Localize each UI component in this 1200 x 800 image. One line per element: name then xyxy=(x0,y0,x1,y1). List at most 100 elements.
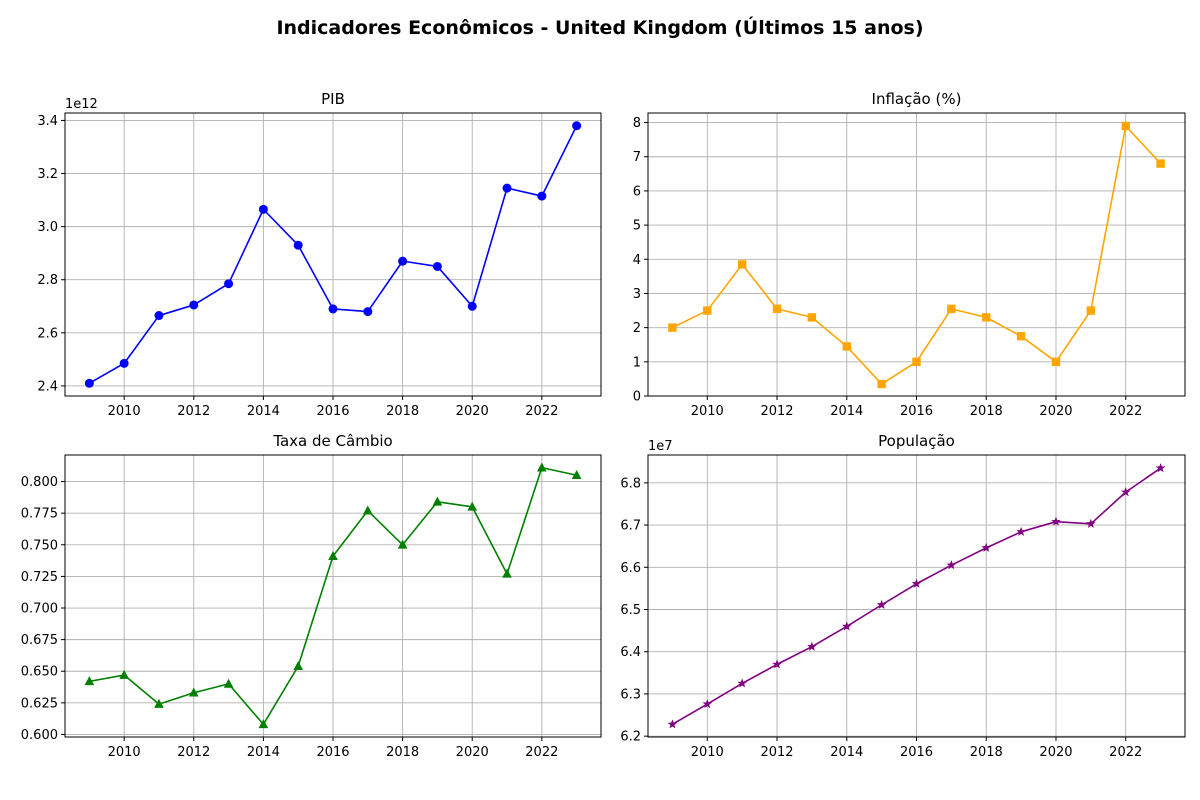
x-tick-label: 2020 xyxy=(456,745,489,760)
data-point xyxy=(946,560,957,570)
y-tick-label: 2 xyxy=(633,321,641,336)
data-point xyxy=(772,304,782,314)
data-point xyxy=(1051,516,1061,526)
data-point xyxy=(737,678,747,688)
data-point xyxy=(328,304,338,314)
data-point xyxy=(667,719,678,729)
data-point xyxy=(876,599,887,609)
data-point xyxy=(842,342,851,351)
data-point xyxy=(363,505,373,515)
data-point xyxy=(258,204,268,214)
y-tick-label: 1 xyxy=(633,355,641,370)
data-point xyxy=(432,496,443,506)
data-point xyxy=(807,641,817,651)
x-tick-label: 2020 xyxy=(1039,404,1072,419)
data-point xyxy=(737,260,747,269)
x-tick-label: 2022 xyxy=(525,404,558,419)
y-tick-label: 2.8 xyxy=(37,273,58,288)
data-point xyxy=(119,358,129,368)
y-tick-label: 6.6 xyxy=(620,561,641,576)
x-tick-label: 2020 xyxy=(456,404,489,419)
y-tick-label: 0.600 xyxy=(21,728,58,743)
data-point xyxy=(842,621,852,631)
data-point xyxy=(84,676,95,686)
data-point xyxy=(1016,331,1026,341)
data-point xyxy=(258,719,269,729)
panel-populacao: 2010 2012 2014 2016 2018 2020 2022 6.2 6.3 6.4 6.5… xyxy=(620,432,1186,760)
data-point xyxy=(154,698,164,708)
x-tick-label: 2010 xyxy=(691,745,724,760)
y-tick-label: 3.4 xyxy=(37,114,58,129)
x-tick-label: 2014 xyxy=(830,745,863,760)
data-point xyxy=(397,539,408,549)
y-tick-label: 3.0 xyxy=(37,220,58,235)
data-point xyxy=(668,323,677,332)
x-tick-label: 2010 xyxy=(691,404,724,419)
data-point xyxy=(293,240,303,250)
y-tick-label: 6.4 xyxy=(620,645,641,660)
x-tick-label: 2022 xyxy=(1109,404,1142,419)
y-tick-label: 2.4 xyxy=(37,379,58,394)
data-point xyxy=(328,550,338,560)
data-point xyxy=(911,578,922,588)
data-point xyxy=(981,542,991,552)
data-point xyxy=(1120,487,1131,497)
y-offset-label: 1e12 xyxy=(65,97,98,112)
data-point xyxy=(1016,526,1026,536)
data-point xyxy=(223,678,234,688)
x-tick-label: 2014 xyxy=(247,745,280,760)
x-tick-label: 2016 xyxy=(316,745,349,760)
data-point xyxy=(537,462,547,472)
x-tick-label: 2010 xyxy=(108,745,141,760)
data-point xyxy=(571,470,582,480)
data-point xyxy=(293,660,303,670)
data-point xyxy=(702,699,713,709)
data-point xyxy=(912,357,921,367)
data-point xyxy=(982,313,991,322)
data-point xyxy=(224,279,234,289)
x-tick-label: 2010 xyxy=(108,404,141,419)
data-point xyxy=(188,687,199,697)
y-tick-label: 2.6 xyxy=(37,326,58,341)
y-tick-label: 5 xyxy=(633,219,641,234)
data-point xyxy=(363,307,373,317)
y-tick-label: 6.7 xyxy=(620,519,641,534)
data-point xyxy=(84,378,94,388)
panel-taxa-de-cambio: 2010 2012 2014 2016 2018 2020 2022 0.600 0.625 0.… xyxy=(21,432,602,760)
panel-inflacao: 2010 2012 2014 2016 2018 2020 2022 0 1 2 3 4 5 6 7 8 Inf… xyxy=(633,90,1186,419)
y-tick-label: 0.650 xyxy=(21,665,58,680)
y-tick-label: 7 xyxy=(633,150,641,165)
y-tick-label: 3.2 xyxy=(37,167,58,182)
x-tick-label: 2022 xyxy=(1109,745,1142,760)
data-point xyxy=(467,301,477,311)
data-point xyxy=(502,183,512,193)
x-tick-label: 2014 xyxy=(247,404,280,419)
data-point xyxy=(398,256,408,266)
data-point xyxy=(537,191,547,201)
y-offset-label: 1e7 xyxy=(648,439,673,454)
subplot-title: População xyxy=(878,432,955,450)
data-point xyxy=(467,501,478,511)
y-tick-label: 0.775 xyxy=(21,507,58,522)
data-point xyxy=(807,313,817,322)
data-point xyxy=(189,300,199,310)
data-point xyxy=(1155,463,1166,473)
y-tick-label: 0.675 xyxy=(21,633,58,648)
y-tick-label: 3 xyxy=(633,287,641,302)
data-point xyxy=(1086,518,1096,528)
y-tick-label: 0.800 xyxy=(21,475,58,490)
x-tick-label: 2014 xyxy=(830,404,863,419)
y-tick-label: 6 xyxy=(633,184,641,199)
x-tick-label: 2018 xyxy=(970,745,1003,760)
x-tick-label: 2016 xyxy=(900,404,933,419)
y-tick-label: 8 xyxy=(633,116,641,131)
x-tick-label: 2018 xyxy=(970,404,1003,419)
x-tick-label: 2016 xyxy=(900,745,933,760)
x-tick-label: 2012 xyxy=(760,404,793,419)
y-tick-label: 6.8 xyxy=(620,476,641,491)
data-point xyxy=(1086,306,1096,315)
x-tick-label: 2018 xyxy=(386,745,419,760)
y-tick-label: 0.750 xyxy=(21,538,58,553)
y-tick-label: 0.700 xyxy=(21,602,58,617)
data-point xyxy=(1156,159,1165,168)
